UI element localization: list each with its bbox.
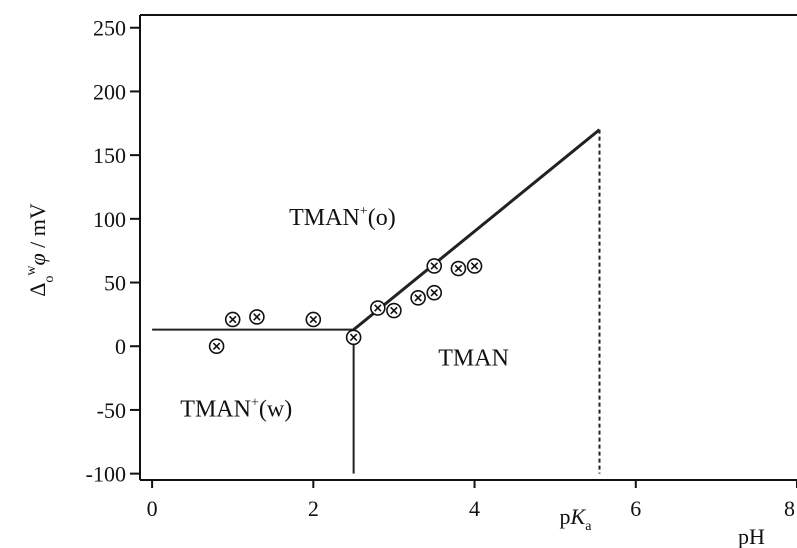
y-tick-label: 0 (115, 334, 126, 359)
y-tick-label: 200 (93, 79, 126, 104)
pka-label: pKa (560, 504, 593, 534)
data-point (208, 338, 225, 355)
y-tick-label: 100 (93, 207, 126, 232)
y-axis-label: Δowφ / mV (24, 203, 57, 297)
data-point-cross (253, 313, 261, 321)
plot-frame (139, 14, 797, 481)
y-tick-label: -100 (86, 462, 126, 487)
y-axis-label-delta: Δ (25, 283, 50, 297)
data-point (426, 258, 443, 274)
pka-label-p: p (560, 504, 571, 529)
region-labels: TMAN+(o) TMAN+(w) TMAN (180, 204, 509, 422)
region-label: TMAN (438, 345, 509, 371)
data-point (386, 302, 402, 319)
pka-label-k: K (570, 504, 587, 529)
y-tick-label: 50 (104, 271, 126, 296)
data-point (450, 260, 467, 277)
data-point-cross (430, 262, 439, 270)
y-axis-label-rest: / mV (25, 203, 50, 253)
data-point-cross (430, 288, 439, 297)
pka-label-sub: a (585, 519, 592, 534)
y-axis-label-sup: w (24, 265, 39, 276)
y-axis-label-phi: φ (25, 253, 50, 265)
y-tick-label: 250 (93, 16, 126, 41)
data-point-cross (374, 304, 382, 312)
y-tick-label: 150 (93, 143, 126, 168)
data-point-cross (349, 333, 358, 342)
data-point-cross (414, 294, 422, 302)
data-point (426, 284, 443, 301)
x-tick-label: 2 (308, 496, 319, 521)
data-point (410, 290, 426, 306)
boundary-line (352, 128, 601, 331)
data-point (345, 329, 362, 346)
boundary-lines (152, 128, 601, 474)
data-point (249, 309, 265, 325)
data-point (224, 311, 241, 328)
y-axis-label-sub: o (42, 276, 57, 283)
data-point (466, 258, 483, 274)
data-point-cross (228, 315, 237, 324)
y-tick-label: -50 (97, 398, 126, 423)
x-axis-ticks: 0 2 4 6 8 (147, 480, 797, 521)
data-point (370, 300, 386, 316)
x-tick-label: 8 (784, 496, 795, 521)
data-point-cross (470, 262, 479, 270)
data-points (208, 258, 483, 355)
region-label: TMAN+(w) (180, 395, 292, 422)
x-tick-label: 6 (630, 496, 641, 521)
data-point-cross (390, 306, 398, 315)
x-tick-label: 4 (469, 496, 480, 521)
x-tick-label: 0 (147, 496, 158, 521)
data-point-cross (309, 315, 318, 324)
data-point-cross (212, 342, 221, 350)
data-point-cross (454, 264, 463, 273)
data-point (305, 311, 322, 328)
region-label: TMAN+(o) (289, 204, 396, 231)
x-axis-label: pH (738, 524, 765, 548)
y-axis-ticks: -100 -50 0 50 100 150 200 250 (86, 16, 140, 487)
